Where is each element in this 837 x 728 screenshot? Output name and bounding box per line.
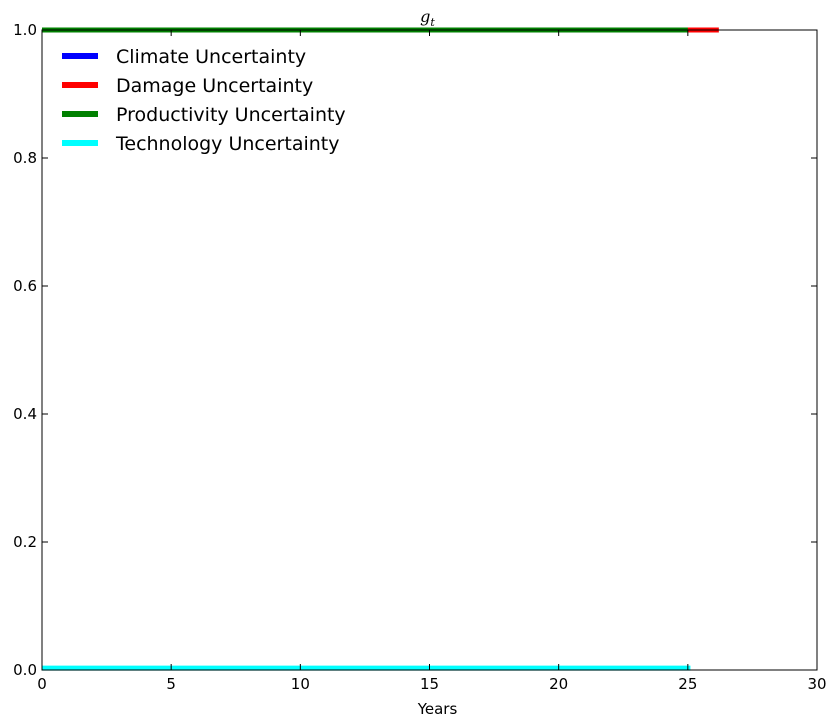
y-tick-label: 0.2 — [13, 533, 37, 551]
plot-frame — [41, 29, 818, 671]
legend: Climate Uncertainty Damage Uncertainty Pro… — [62, 46, 346, 155]
y-tick-label: 0.8 — [13, 149, 37, 167]
x-tick-label: 0 — [37, 675, 47, 693]
x-tick-label: 10 — [291, 675, 310, 693]
x-axis-label: Years — [417, 700, 458, 718]
y-tick-label: 1.0 — [13, 21, 37, 39]
x-tick-label: 5 — [166, 675, 176, 693]
x-tick-label: 20 — [549, 675, 568, 693]
legend-label-0: Climate Uncertainty — [116, 46, 306, 68]
y-tick-label: 0.0 — [13, 661, 37, 679]
chart-title-subscript: t — [430, 16, 435, 29]
legend-label-1: Damage Uncertainty — [116, 75, 313, 97]
chart-title-main: g — [420, 7, 430, 26]
x-tick-label: 25 — [678, 675, 697, 693]
y-tick-label: 0.6 — [13, 277, 37, 295]
y-tick-label: 0.4 — [13, 405, 37, 423]
x-tick-label: 15 — [420, 675, 439, 693]
ticks-layer: 0 5 10 15 20 25 30 0.0 0.2 0.4 0.6 0.8 1.0 — [13, 21, 826, 693]
legend-label-3: Technology Uncertainty — [115, 133, 339, 155]
x-tick-label: 30 — [807, 675, 826, 693]
chart-title: gt — [420, 7, 435, 29]
legend-label-2: Productivity Uncertainty — [116, 104, 346, 126]
